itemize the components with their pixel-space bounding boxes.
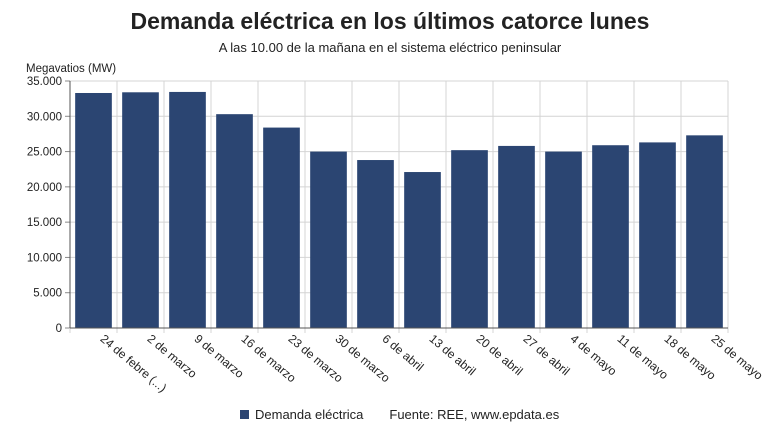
bar <box>686 135 723 328</box>
x-tick-label: 27 de abril <box>521 332 573 379</box>
x-tick-label: 11 de mayo <box>615 332 672 383</box>
chart-subtitle: A las 10.00 de la mañana en el sistema e… <box>218 40 562 55</box>
bar <box>498 145 535 328</box>
x-tick-label: 6 de abril <box>380 332 427 374</box>
legend: Demanda eléctrica Fuente: REE, www.epdat… <box>240 407 559 422</box>
bar <box>404 172 441 328</box>
legend-label: Demanda eléctrica <box>255 407 364 422</box>
x-tick-label: 13 de abril <box>427 332 479 379</box>
x-tick-label: 20 de abril <box>474 332 526 379</box>
bar <box>357 160 394 328</box>
bar <box>451 150 488 328</box>
y-tick-label: 25.000 <box>27 147 62 159</box>
x-tick-label: 4 de mayo <box>568 332 620 379</box>
bar <box>216 114 253 328</box>
y-tick-label: 15.000 <box>27 217 62 229</box>
x-tick-label: 9 de marzo <box>192 332 247 382</box>
y-tick-label: 0 <box>56 323 62 335</box>
bar <box>545 151 582 328</box>
bar <box>75 92 112 328</box>
bar <box>169 91 206 328</box>
bar <box>263 127 300 328</box>
source-note: Fuente: REE, www.epdata.es <box>389 407 560 422</box>
y-tick-label: 35.000 <box>27 76 62 88</box>
y-tick-label: 30.000 <box>27 111 62 123</box>
x-tick-label: 25 de mayo <box>709 332 766 383</box>
y-axis-label: Megavatios (MW) <box>26 63 116 75</box>
legend-swatch <box>240 410 249 419</box>
bar <box>592 145 629 328</box>
bar <box>310 151 347 328</box>
y-tick-label: 20.000 <box>27 182 62 194</box>
bar <box>639 142 676 328</box>
y-tick-label: 5.000 <box>33 288 62 300</box>
bar <box>122 92 159 328</box>
y-tick-label: 10.000 <box>27 252 62 264</box>
chart-title: Demanda eléctrica en los últimos catorce… <box>130 8 650 34</box>
